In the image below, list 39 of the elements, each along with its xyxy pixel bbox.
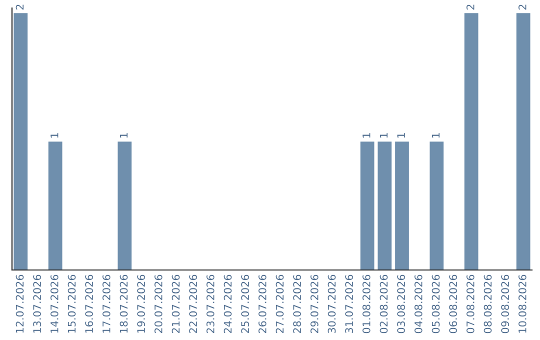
x-tick-label: 06.08.2026 — [449, 274, 458, 334]
x-tick-label: 20.07.2026 — [154, 274, 162, 334]
x-tick-label: 12.07.2026 — [16, 274, 24, 333]
data-label: 1 — [120, 133, 128, 138]
x-tick-label: 04.08.2026 — [414, 274, 422, 334]
x-tick-label: 22.07.2026 — [189, 274, 198, 334]
x-tick-label: 03.08.2026 — [397, 274, 406, 334]
x-tick-label: 25.07.2026 — [241, 274, 250, 334]
x-tick-label: 08.08.2026 — [484, 274, 492, 334]
x-tick-label: 01.08.2026 — [362, 274, 370, 334]
x-tick-label: 14.07.2026 — [50, 274, 58, 333]
x-tick-label: 23.07.2026 — [206, 274, 214, 334]
x-tick-label: 07.08.2026 — [466, 274, 474, 334]
data-label: 1 — [362, 133, 370, 138]
x-tick-label: 05.08.2026 — [432, 274, 440, 334]
x-tick-label: 26.07.2026 — [258, 274, 266, 334]
x-tick-label: 30.07.2026 — [328, 274, 336, 334]
x-tick-label: 16.07.2026 — [85, 274, 94, 333]
data-label: 1 — [380, 133, 388, 138]
x-tick-label: 27.07.2026 — [276, 274, 284, 334]
x-tick-label: 19.07.2026 — [137, 274, 146, 333]
x-tick-label: 28.07.2026 — [293, 274, 302, 334]
x-tick-label: 18.07.2026 — [120, 274, 128, 333]
x-tick-label: 24.07.2026 — [224, 274, 232, 334]
data-label: 1 — [432, 133, 440, 138]
x-tick-label: 21.07.2026 — [172, 274, 180, 334]
x-tick-label: 13.07.2026 — [33, 274, 42, 333]
x-tick-label: 29.07.2026 — [310, 274, 318, 334]
x-tick-label: 02.08.2026 — [380, 274, 388, 334]
x-tick-label: 15.07.2026 — [68, 274, 76, 333]
x-tick-label: 09.08.2026 — [501, 274, 510, 334]
data-label: 1 — [50, 133, 58, 138]
x-tick-label: 10.08.2026 — [518, 274, 526, 333]
x-tick-label: 31.07.2026 — [345, 274, 354, 334]
data-label: 2 — [16, 4, 24, 10]
x-tick-label: 17.07.2026 — [102, 274, 110, 333]
data-label: 2 — [518, 4, 526, 10]
data-label: 1 — [397, 133, 405, 138]
data-label: 2 — [466, 4, 474, 10]
